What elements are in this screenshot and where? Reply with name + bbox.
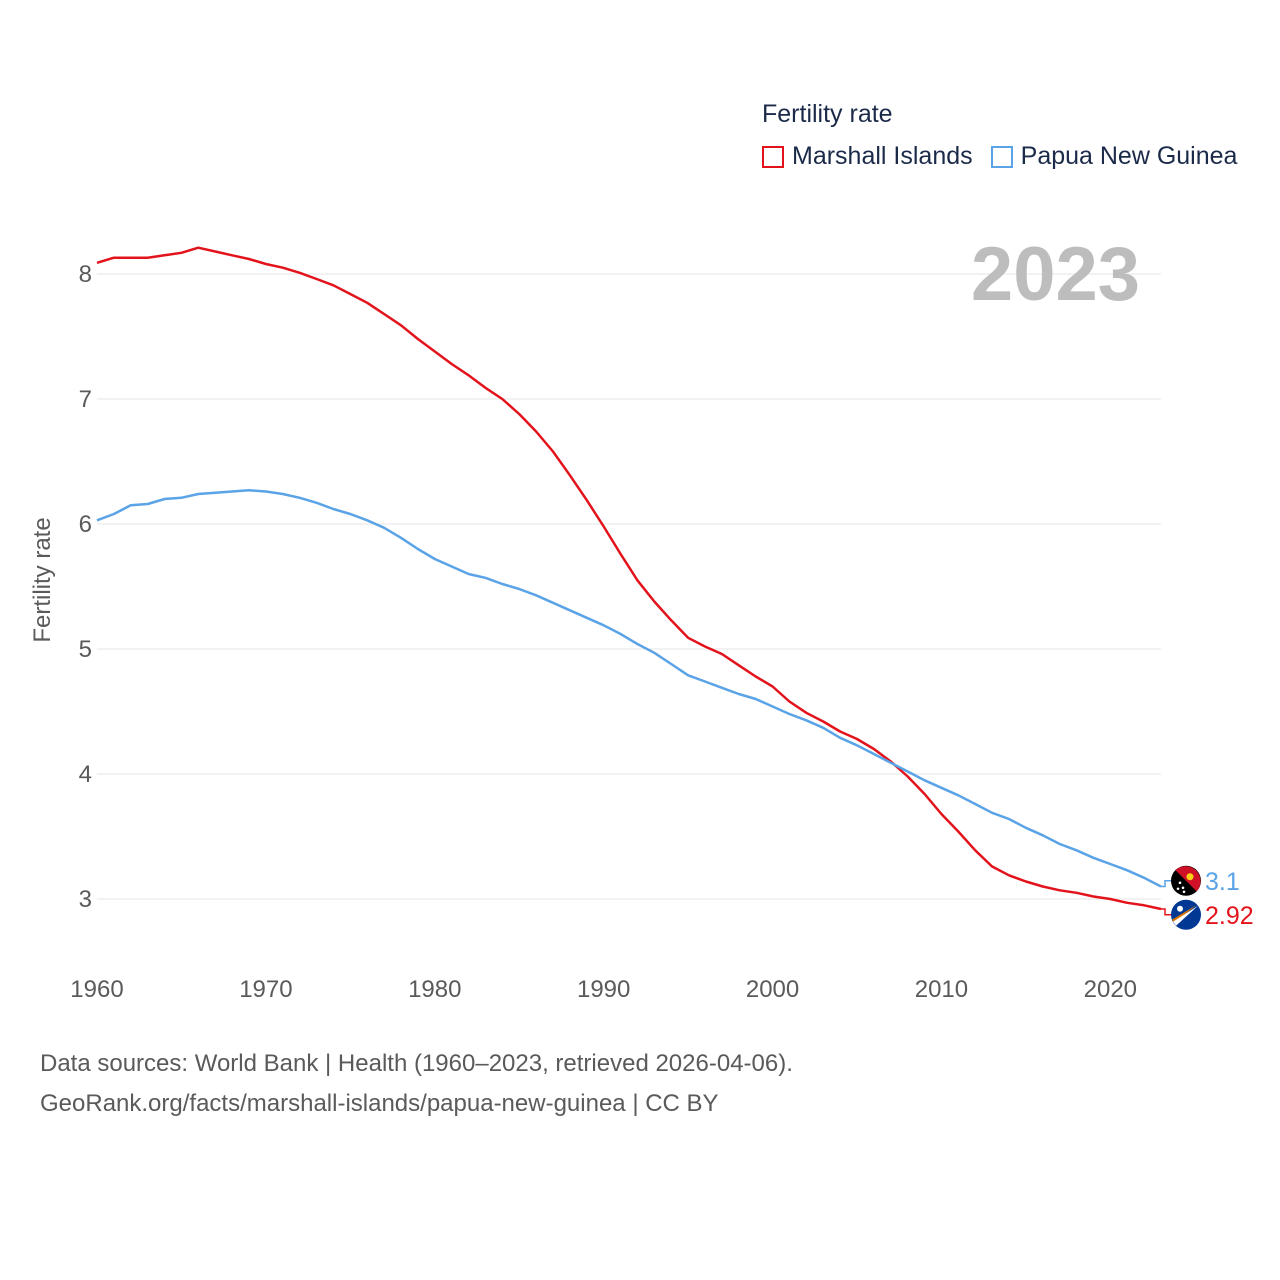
y-tick-label: 4 [79,761,92,788]
footer: Data sources: World Bank | Health (1960–… [40,1044,793,1124]
x-tick-label: 2020 [1084,976,1137,1003]
end-connector-papua-new-guinea [1161,880,1172,888]
series-line-marshall-islands[interactable] [96,246,1162,911]
source-url-text[interactable]: GeoRank.org/facts/marshall-islands/papua… [40,1090,719,1117]
legend-swatch-papua-new-guinea [990,145,1013,168]
legend-label-papua-new-guinea: Papua New Guinea [1020,142,1238,170]
y-axis-label: Fertility rate [29,517,56,642]
legend-title: Fertility rate [762,100,893,128]
y-tick-label: 7 [79,386,92,413]
flag-icon-papua-new-guinea [1171,865,1201,896]
legend-item-marshall-islands[interactable]: Marshall Islands [762,142,973,171]
y-tick-label: 3 [79,886,92,913]
y-tick-label: 8 [79,261,92,288]
legend-label-marshall-islands: Marshall Islands [792,142,973,170]
series-line-papua-new-guinea[interactable] [96,489,1162,888]
end-value-label-marshall-islands: 2.92 [1205,902,1254,930]
x-tick-label: 1990 [577,976,630,1003]
end-connector-marshall-islands [1161,908,1172,916]
x-tick-label: 2000 [746,976,799,1003]
x-tick-label: 1960 [70,976,123,1003]
y-tick-label: 6 [79,511,92,538]
legend: Marshall Islands Papua New Guinea [762,142,1255,171]
x-tick-label: 2010 [915,976,968,1003]
x-tick-label: 1970 [239,976,292,1003]
y-tick-label: 5 [79,636,92,663]
x-tick-label: 1980 [408,976,461,1003]
year-label: 2023 [971,232,1140,317]
data-sources-text: Data sources: World Bank | Health (1960–… [40,1050,793,1077]
legend-swatch-marshall-islands [762,145,784,168]
legend-item-papua-new-guinea[interactable]: Papua New Guinea [990,142,1238,171]
end-value-label-papua-new-guinea: 3.1 [1205,868,1240,896]
flag-icon-marshall-islands [1171,899,1201,930]
